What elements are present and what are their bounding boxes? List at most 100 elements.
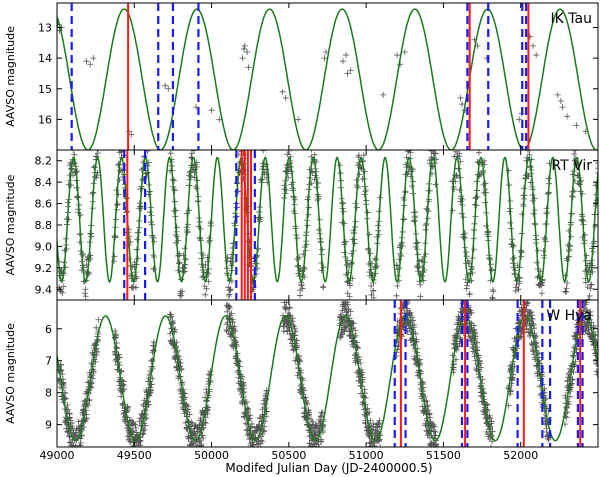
observation-point <box>162 82 169 89</box>
observation-point <box>512 287 519 294</box>
observation-point <box>581 231 588 238</box>
observation-point <box>424 402 431 409</box>
y-tick-label: 9 <box>45 419 52 432</box>
observation-point <box>468 309 475 316</box>
observation-point <box>126 437 133 444</box>
observation-point <box>432 150 439 157</box>
observation-point <box>65 216 72 223</box>
observation-point <box>136 418 143 425</box>
observation-point <box>565 227 572 234</box>
observation-point <box>308 150 315 153</box>
observation-point <box>132 284 139 291</box>
observation-point <box>190 440 197 447</box>
observation-point <box>306 411 313 418</box>
observation-point <box>362 401 369 408</box>
x-tick-label: 51500 <box>426 449 461 462</box>
observation-point <box>186 411 193 418</box>
observation-point <box>466 291 473 298</box>
observation-point <box>339 58 346 65</box>
observation-point <box>186 207 193 214</box>
observation-point <box>457 335 464 342</box>
observation-point <box>431 423 438 430</box>
observation-point <box>202 420 209 427</box>
y-tick-label: 13 <box>38 22 52 35</box>
observation-point <box>526 333 533 340</box>
observation-point <box>71 151 78 158</box>
observation-point <box>199 432 206 439</box>
observation-point <box>595 165 598 172</box>
observation-point <box>519 211 526 218</box>
observation-point <box>191 444 198 447</box>
y-tick-label: 8 <box>45 387 52 400</box>
observation-point <box>77 212 84 219</box>
observation-point <box>584 284 591 291</box>
observation-point <box>449 352 456 359</box>
observation-point <box>533 52 540 59</box>
observation-point <box>368 282 375 289</box>
observation-point <box>132 421 139 428</box>
observation-point <box>450 361 457 368</box>
observation-point <box>534 247 541 254</box>
observation-point <box>250 442 257 447</box>
observation-point <box>258 177 265 184</box>
observation-point <box>144 170 151 177</box>
observation-point <box>543 210 550 217</box>
observation-point <box>474 193 481 200</box>
observation-point <box>226 303 233 310</box>
star-name-label: W Hya <box>546 308 592 324</box>
observation-point <box>87 252 94 259</box>
observation-point <box>312 172 319 179</box>
observation-point <box>263 171 270 178</box>
observation-point <box>198 441 205 447</box>
observation-point <box>59 289 66 296</box>
observation-point <box>180 386 187 393</box>
observation-point <box>376 417 383 424</box>
observation-point <box>431 150 433 153</box>
observation-point <box>416 263 423 270</box>
observation-point <box>545 435 552 442</box>
observation-point <box>309 418 316 425</box>
observation-point <box>184 403 191 410</box>
observation-point <box>311 151 318 158</box>
observation-point <box>175 267 182 274</box>
observation-point <box>151 238 158 245</box>
observation-point <box>60 283 67 290</box>
observation-point <box>132 425 139 432</box>
x-tick-label: 52000 <box>503 449 538 462</box>
observation-point <box>76 239 83 246</box>
panel-frame <box>56 299 599 448</box>
observation-point <box>563 414 570 421</box>
y-tick-label: 8.2 <box>35 155 53 168</box>
observation-point <box>227 286 234 293</box>
observation-point <box>374 424 381 431</box>
observation-point <box>416 362 423 369</box>
observation-point <box>247 440 254 447</box>
observation-point <box>579 190 586 197</box>
observation-point <box>281 323 288 330</box>
observation-point <box>595 160 598 167</box>
observation-point <box>348 260 355 267</box>
x-tick-label: 50000 <box>194 449 229 462</box>
observation-point <box>318 409 325 416</box>
observation-point <box>233 341 240 348</box>
observation-point <box>529 315 536 322</box>
observation-point <box>299 285 306 292</box>
observation-point <box>142 422 149 429</box>
observation-point <box>458 101 465 108</box>
observation-point <box>594 371 598 378</box>
observation-point <box>360 152 367 159</box>
observation-point <box>140 430 147 437</box>
observation-point <box>595 170 598 177</box>
observation-point <box>516 116 523 123</box>
observation-point <box>422 251 429 258</box>
observation-point <box>412 330 419 337</box>
observation-point <box>184 229 191 236</box>
observation-point <box>538 290 545 297</box>
observation-point <box>321 55 328 62</box>
observation-point <box>67 417 74 424</box>
observation-point <box>224 308 231 315</box>
observation-point <box>257 214 264 221</box>
observation-point <box>173 224 180 231</box>
observation-point <box>523 300 530 307</box>
observation-point <box>569 352 576 359</box>
